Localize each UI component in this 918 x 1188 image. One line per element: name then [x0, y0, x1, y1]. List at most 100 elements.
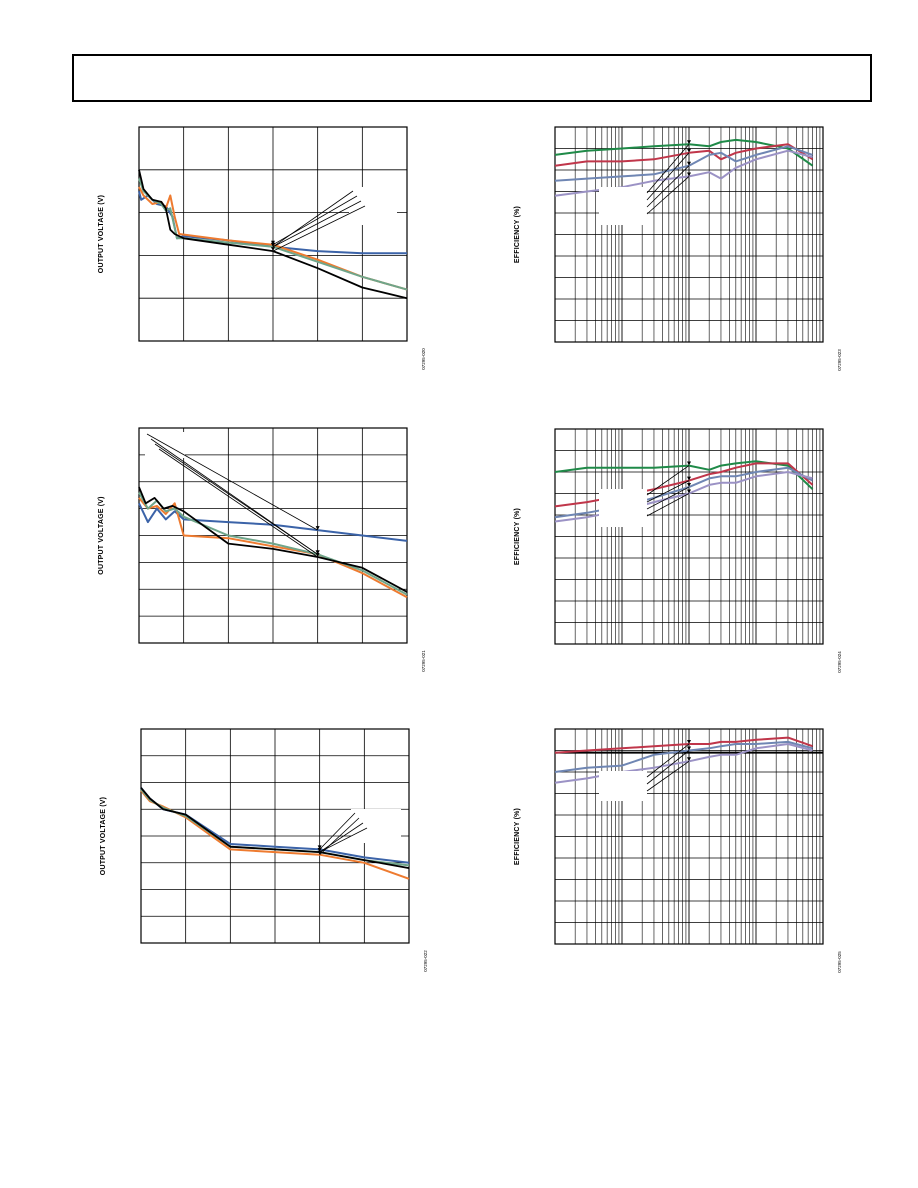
callout-arrowhead — [687, 461, 691, 466]
callout-arrowhead — [317, 848, 322, 853]
callout-arrowhead — [687, 172, 691, 177]
callout-leader — [646, 493, 690, 517]
series-line-black — [140, 787, 410, 869]
callout-arrowhead — [271, 240, 275, 245]
callout-leader — [272, 205, 366, 252]
callout-leader — [646, 465, 690, 496]
callout-leader — [646, 750, 690, 785]
series-line-green — [554, 138, 814, 167]
callout-leader — [646, 143, 690, 194]
callout-arrowhead — [687, 483, 691, 488]
plot-frame — [554, 428, 824, 645]
grid — [554, 729, 823, 944]
callout-arrowhead — [687, 476, 691, 481]
chart-svg: OUTPUT VOLTAGE (V) 07295-022 — [100, 728, 428, 972]
callout-arrowhead — [687, 148, 691, 153]
chart-svg: EFFICIENCY (%) 07295-024 — [514, 428, 842, 673]
callout-leader — [272, 200, 362, 248]
callout-leader — [646, 486, 690, 510]
callout-arrowhead — [687, 161, 691, 166]
callout — [599, 140, 691, 225]
series-line-red — [554, 736, 813, 754]
figure-id: 07295-020 — [421, 348, 426, 370]
y-axis-label: OUTPUT VOLTAGE (V) — [98, 195, 105, 273]
callout-box — [351, 809, 401, 843]
plot-frame — [138, 126, 408, 342]
callout-arrowhead — [687, 757, 691, 762]
series-line-red — [554, 143, 814, 167]
chart-svg: EFFICIENCY (%) 07295-025 — [514, 728, 842, 973]
callout-leader — [154, 443, 318, 555]
series-line-blue — [138, 502, 408, 542]
series-line-black — [138, 169, 408, 300]
grid — [554, 429, 823, 644]
callout-leader — [319, 822, 364, 853]
figure-id: 07295-025 — [837, 951, 842, 973]
series-line-orange — [138, 186, 408, 291]
callout-leader — [146, 433, 318, 531]
callout-box — [349, 187, 397, 225]
figure-id: 07295-022 — [423, 950, 428, 972]
plot-frame — [138, 427, 408, 644]
series-line-steel — [554, 740, 813, 773]
series-line-steel — [554, 466, 814, 519]
callout — [599, 461, 691, 527]
series-line-lavender — [554, 149, 813, 197]
chart-efficiency-1: EFFICIENCY (%) 07295-023 — [500, 110, 870, 390]
y-axis-label: EFFICIENCY (%) — [514, 206, 521, 263]
callout — [145, 432, 320, 558]
callout-leader — [272, 195, 358, 246]
callout-arrowhead — [317, 845, 322, 850]
callout-leader — [646, 165, 690, 208]
callout — [271, 187, 397, 252]
callout-arrowhead — [315, 553, 320, 557]
callout-box — [599, 489, 647, 527]
callout-arrowhead — [271, 242, 275, 247]
chart-output-voltage-1: OUTPUT VOLTAGE (V) 07295-020 — [80, 110, 440, 390]
callout-leader — [646, 152, 690, 201]
callout-leader — [646, 480, 690, 503]
callout-leader — [272, 190, 354, 248]
series-line-green — [554, 460, 814, 490]
callout-leader — [646, 743, 690, 778]
grid — [139, 127, 407, 341]
callout-leader — [646, 760, 690, 792]
callout-arrowhead — [687, 740, 691, 745]
chart-output-voltage-2: OUTPUT VOLTAGE (V) 07295-021 — [80, 410, 440, 690]
callout-arrowhead — [687, 489, 691, 494]
chart-efficiency-2: EFFICIENCY (%) 07295-024 — [500, 410, 870, 690]
y-axis-label: OUTPUT VOLTAGE (V) — [100, 797, 107, 875]
series-line-black — [138, 486, 408, 593]
callout-arrowhead — [271, 247, 275, 252]
callout-leader — [319, 827, 368, 853]
figure-id: 07295-024 — [837, 651, 842, 673]
callout-leader — [158, 448, 318, 558]
callout-arrowhead — [315, 550, 320, 555]
grid — [554, 127, 823, 342]
chart-efficiency-3: EFFICIENCY (%) 07295-025 — [500, 710, 870, 990]
y-axis-label: EFFICIENCY (%) — [514, 508, 521, 565]
figure-id: 07295-023 — [837, 349, 842, 371]
callout-arrowhead — [315, 526, 320, 531]
series-line-steel — [554, 145, 813, 182]
callout-arrowhead — [687, 746, 691, 751]
callout-box — [599, 187, 647, 225]
figure-id: 07295-021 — [421, 650, 426, 672]
callout-leader — [646, 176, 690, 215]
page-header-box — [72, 54, 872, 102]
callout-leader — [319, 812, 356, 850]
callout — [599, 740, 691, 801]
plot-frame — [140, 728, 410, 944]
y-axis-label: OUTPUT VOLTAGE (V) — [98, 496, 105, 574]
callout — [317, 809, 401, 856]
series-line-teal — [138, 492, 408, 596]
plot-frame — [554, 126, 824, 343]
callout-box — [599, 771, 647, 801]
chart-svg: OUTPUT VOLTAGE (V) 07295-021 — [98, 427, 426, 672]
y-axis-label: EFFICIENCY (%) — [514, 808, 521, 865]
chart-svg: EFFICIENCY (%) 07295-023 — [514, 126, 842, 371]
plot-frame — [554, 728, 824, 945]
chart-svg: OUTPUT VOLTAGE (V) 07295-020 — [98, 126, 426, 370]
series-line-lavender — [554, 471, 813, 523]
callout-arrowhead — [687, 140, 691, 145]
